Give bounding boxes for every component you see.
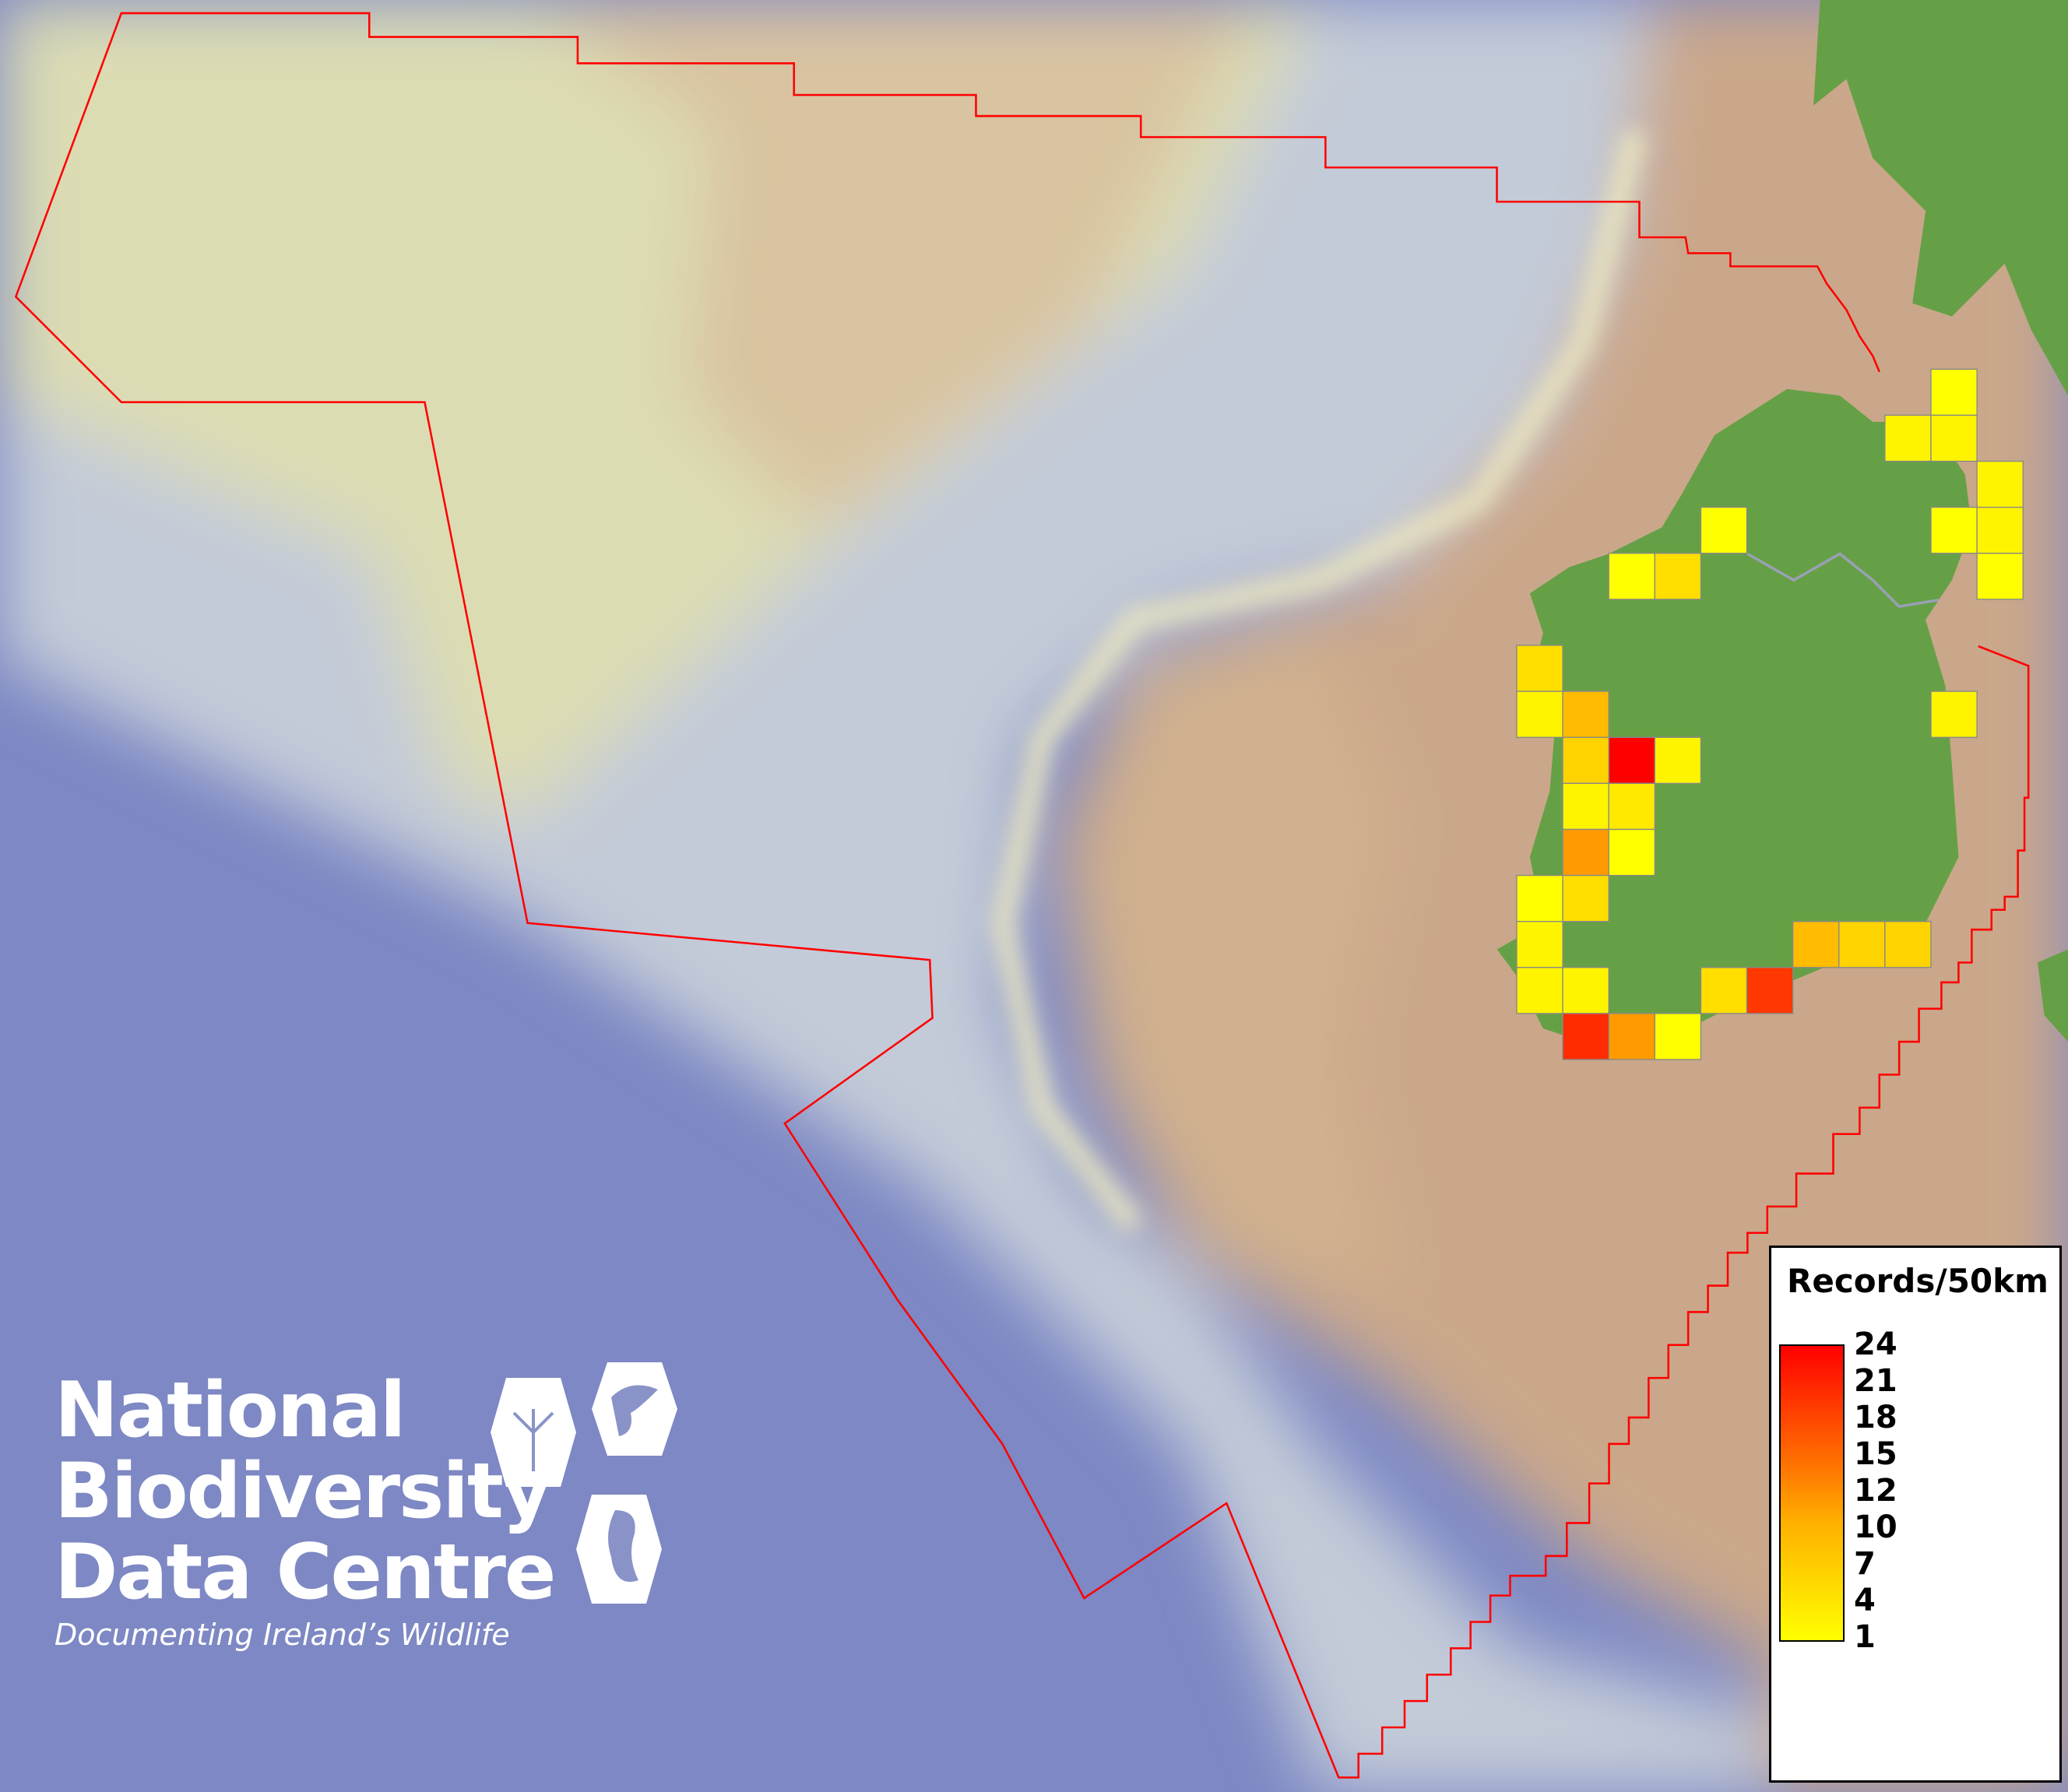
grid-cell[interactable] <box>1976 553 2024 600</box>
grid-cell[interactable] <box>1884 921 1932 968</box>
legend-title: Records/50km <box>1787 1262 2049 1300</box>
grid-cell[interactable] <box>1562 736 1609 785</box>
grid-cell[interactable] <box>1930 414 1978 462</box>
grid-cell[interactable] <box>1562 828 1609 877</box>
logo-line-2: Biodiversity <box>55 1447 552 1536</box>
grid-cell[interactable] <box>1608 828 1655 877</box>
grid-cell[interactable] <box>1516 874 1563 922</box>
grid-cell[interactable] <box>1654 1013 1702 1060</box>
grid-cell[interactable] <box>1792 921 1840 968</box>
grid-cell[interactable] <box>1654 736 1702 785</box>
records-grid <box>1516 368 2024 1060</box>
ireland-land <box>1496 388 1972 1042</box>
grid-cell[interactable] <box>1516 690 1563 738</box>
legend-tick: 10 <box>1854 1509 1897 1545</box>
grid-cell[interactable] <box>1516 967 1563 1014</box>
legend-colorbar <box>1779 1344 1845 1642</box>
wales-land <box>2038 949 2068 1042</box>
legend-tick: 15 <box>1854 1436 1897 1472</box>
legend-tick: 24 <box>1854 1326 1897 1362</box>
survey-boundary <box>14 12 2030 1779</box>
grid-cell[interactable] <box>1700 967 1748 1014</box>
legend-tick: 4 <box>1854 1583 1876 1618</box>
grid-cell[interactable] <box>1654 553 1702 600</box>
grid-cell[interactable] <box>1562 967 1609 1014</box>
logo-tagline: Documenting Ireland’s Wildlife <box>55 1618 510 1652</box>
logo-line-1: National <box>55 1366 406 1455</box>
grid-cell[interactable] <box>1608 736 1655 785</box>
legend-tick: 18 <box>1854 1400 1897 1435</box>
grid-cell[interactable] <box>1930 368 1978 416</box>
legend-tick: 7 <box>1854 1546 1876 1582</box>
shelf-edge <box>990 128 1648 1234</box>
grid-cell[interactable] <box>1562 782 1609 831</box>
legend: Records/50km 24 21 18 15 12 10 7 4 1 <box>1769 1246 2062 1783</box>
legend-tick: 21 <box>1854 1363 1897 1399</box>
grid-cell[interactable] <box>1562 1013 1609 1060</box>
border-line <box>1746 552 1940 609</box>
grid-cell[interactable] <box>1838 921 1886 968</box>
logo-hexagons <box>491 1362 677 1604</box>
logo-line-3: Data Centre <box>55 1528 556 1617</box>
grid-cell[interactable] <box>1516 645 1563 692</box>
grid-cell[interactable] <box>1976 460 2024 508</box>
grid-cell[interactable] <box>1562 690 1609 738</box>
grid-cell[interactable] <box>1608 1013 1655 1060</box>
grid-cell[interactable] <box>1516 921 1563 968</box>
nbdc-logo: National Biodiversity Data Centre Docume… <box>55 1362 677 1652</box>
grid-cell[interactable] <box>1976 506 2024 554</box>
grid-cell[interactable] <box>1700 506 1748 554</box>
grid-cell[interactable] <box>1930 506 1978 554</box>
grid-cell[interactable] <box>1884 414 1932 462</box>
grid-cell[interactable] <box>1608 782 1655 831</box>
legend-tick: 12 <box>1854 1473 1897 1509</box>
scotland-land <box>1813 0 2068 396</box>
grid-cell[interactable] <box>1562 874 1609 922</box>
legend-tick: 1 <box>1854 1619 1876 1655</box>
grid-cell[interactable] <box>1608 553 1655 600</box>
grid-cell[interactable] <box>1930 690 1978 738</box>
grid-cell[interactable] <box>1746 967 1794 1014</box>
